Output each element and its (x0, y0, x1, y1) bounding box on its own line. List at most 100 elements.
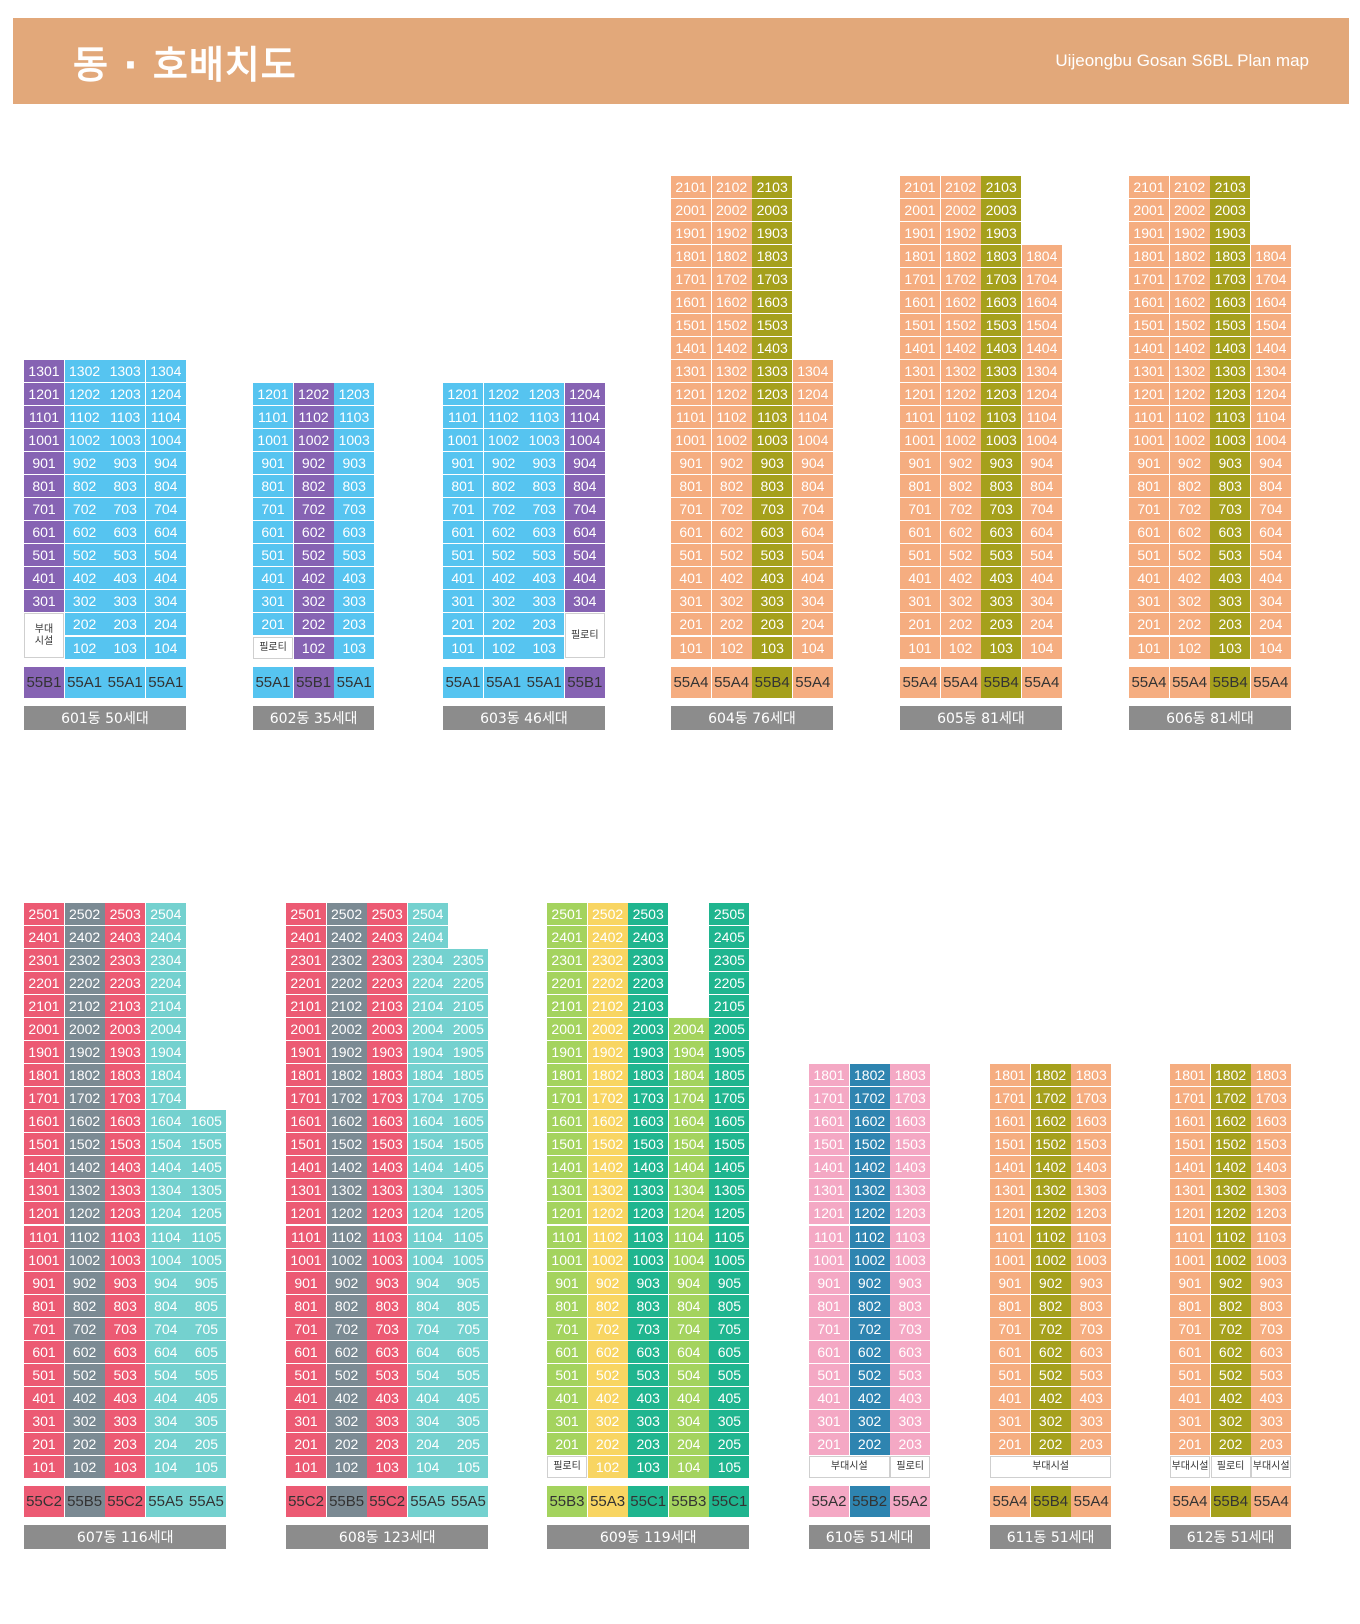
unit-cell[interactable]: 2503 (105, 902, 146, 925)
unit-cell[interactable]: 704 (145, 498, 186, 521)
unit-cell[interactable]: 204 (792, 613, 833, 636)
unit-cell[interactable]: 1501 (1170, 1133, 1210, 1156)
unit-cell[interactable]: 902 (711, 452, 752, 475)
unit-cell[interactable]: 104 (1021, 636, 1062, 659)
unit-cell[interactable]: 403 (752, 567, 793, 590)
unit-cell[interactable]: 801 (809, 1294, 849, 1317)
unit-cell[interactable]: 2102 (326, 995, 367, 1017)
unit-cell[interactable]: 801 (671, 475, 711, 498)
unit-cell[interactable]: 803 (524, 475, 565, 498)
unit-cell[interactable]: 301 (809, 1409, 849, 1432)
unit-cell[interactable]: 1501 (24, 1133, 64, 1156)
unit-cell[interactable]: 1501 (547, 1133, 587, 1156)
unit-cell[interactable]: 1701 (547, 1087, 587, 1110)
unit-cell[interactable]: 1601 (547, 1110, 587, 1133)
unit-cell[interactable]: 1302 (1210, 1179, 1251, 1202)
unit-cell[interactable]: 1403 (981, 336, 1022, 359)
unit-cell[interactable]: 1201 (900, 382, 940, 405)
unit-cell[interactable]: 702 (483, 498, 524, 521)
unit-cell[interactable]: 903 (367, 1271, 408, 1294)
unit-cell[interactable]: 2004 (145, 1018, 186, 1041)
unit-cell[interactable]: 604 (407, 1340, 448, 1363)
unit-cell[interactable]: 1102 (849, 1225, 890, 1248)
unit-cell[interactable]: 401 (1170, 1386, 1210, 1409)
unit-cell[interactable]: 102 (293, 636, 334, 659)
unit-cell[interactable]: 1604 (668, 1110, 709, 1133)
unit-cell[interactable]: 1001 (286, 1248, 326, 1271)
unit-cell[interactable]: 1101 (671, 406, 711, 428)
unit-cell[interactable]: 403 (981, 567, 1022, 590)
unit-cell[interactable]: 902 (940, 452, 981, 475)
unit-cell[interactable]: 2504 (407, 902, 448, 925)
unit-cell[interactable]: 2101 (900, 175, 940, 198)
unit-cell[interactable]: 301 (547, 1409, 587, 1432)
unit-cell[interactable]: 2003 (752, 198, 793, 221)
unit-cell[interactable]: 904 (145, 1271, 186, 1294)
unit-cell[interactable]: 1002 (64, 1248, 105, 1271)
unit-cell[interactable]: 503 (890, 1363, 931, 1386)
unit-cell[interactable]: 901 (990, 1271, 1030, 1294)
unit-cell[interactable]: 604 (564, 521, 605, 544)
unit-cell[interactable]: 2001 (547, 1018, 587, 1041)
unit-cell[interactable]: 303 (1251, 1409, 1292, 1432)
unit-cell[interactable]: 1502 (64, 1133, 105, 1156)
unit-cell[interactable]: 1103 (367, 1225, 408, 1248)
unit-cell[interactable]: 602 (64, 1340, 105, 1363)
unit-cell[interactable]: 2201 (24, 971, 64, 994)
unit-cell[interactable]: 1102 (940, 406, 981, 428)
unit-cell[interactable]: 601 (24, 521, 64, 544)
unit-cell[interactable]: 1305 (448, 1179, 489, 1202)
unit-cell[interactable]: 1704 (668, 1087, 709, 1110)
unit-cell[interactable]: 2103 (1210, 175, 1251, 198)
unit-cell[interactable]: 302 (587, 1409, 628, 1432)
unit-cell[interactable]: 1603 (367, 1110, 408, 1133)
unit-cell[interactable]: 504 (145, 1363, 186, 1386)
unit-cell[interactable]: 301 (990, 1409, 1030, 1432)
unit-cell[interactable]: 402 (1210, 1386, 1251, 1409)
unit-cell[interactable]: 1203 (105, 1202, 146, 1225)
unit-cell[interactable]: 1003 (524, 429, 565, 452)
unit-cell[interactable]: 1902 (326, 1041, 367, 1064)
unit-cell[interactable]: 1403 (628, 1156, 669, 1179)
unit-cell[interactable]: 202 (293, 613, 334, 636)
unit-cell[interactable]: 604 (145, 1340, 186, 1363)
unit-cell[interactable]: 1303 (752, 359, 793, 382)
unit-cell[interactable]: 2103 (752, 175, 793, 198)
unit-cell[interactable]: 304 (1250, 590, 1291, 613)
unit-cell[interactable]: 401 (286, 1386, 326, 1409)
unit-cell[interactable]: 1101 (809, 1225, 849, 1248)
unit-cell[interactable]: 803 (981, 475, 1022, 498)
unit-cell[interactable]: 1404 (1250, 336, 1291, 359)
unit-cell[interactable]: 402 (711, 567, 752, 590)
unit-cell[interactable]: 102 (483, 636, 524, 659)
unit-cell[interactable]: 1604 (407, 1110, 448, 1133)
unit-cell[interactable]: 602 (1169, 521, 1210, 544)
unit-cell[interactable]: 201 (809, 1432, 849, 1455)
unit-cell[interactable]: 101 (900, 636, 940, 659)
unit-cell[interactable]: 1301 (809, 1179, 849, 1202)
unit-cell[interactable]: 504 (668, 1363, 709, 1386)
unit-cell[interactable]: 2405 (709, 925, 750, 948)
unit-cell[interactable]: 401 (24, 1386, 64, 1409)
unit-cell[interactable]: 901 (443, 452, 483, 475)
unit-cell[interactable]: 805 (448, 1294, 489, 1317)
unit-cell[interactable]: 203 (1071, 1432, 1112, 1455)
unit-cell[interactable]: 1001 (809, 1248, 849, 1271)
unit-cell[interactable]: 1002 (587, 1248, 628, 1271)
unit-cell[interactable]: 503 (105, 1363, 146, 1386)
unit-cell[interactable]: 1602 (587, 1110, 628, 1133)
unit-cell[interactable]: 1403 (1071, 1156, 1112, 1179)
unit-cell[interactable]: 1602 (64, 1110, 105, 1133)
unit-cell[interactable]: 901 (253, 452, 293, 475)
unit-cell[interactable]: 103 (105, 636, 146, 659)
unit-cell[interactable]: 1304 (407, 1179, 448, 1202)
unit-cell[interactable]: 1301 (671, 359, 711, 382)
unit-cell[interactable]: 1302 (326, 1179, 367, 1202)
unit-cell[interactable]: 1603 (981, 290, 1022, 313)
unit-cell[interactable]: 1801 (900, 244, 940, 267)
unit-cell[interactable]: 802 (1169, 475, 1210, 498)
unit-cell[interactable]: 603 (105, 1340, 146, 1363)
unit-cell[interactable]: 303 (890, 1409, 931, 1432)
unit-cell[interactable]: 403 (1251, 1386, 1292, 1409)
unit-cell[interactable]: 302 (849, 1409, 890, 1432)
